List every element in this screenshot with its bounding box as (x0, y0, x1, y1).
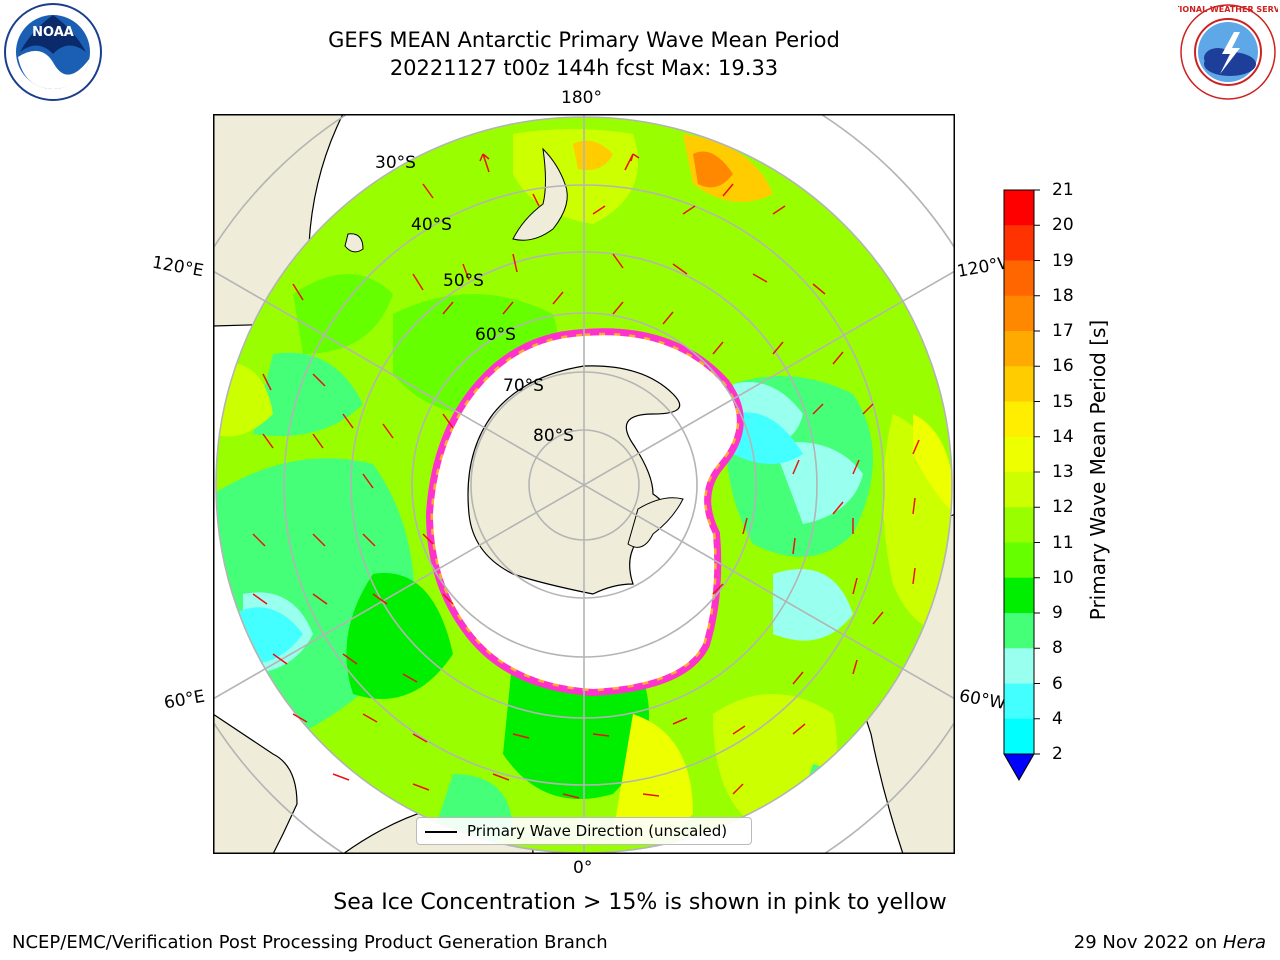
nws-logo-text: NATIONAL WEATHER SERVICE (1178, 5, 1278, 14)
lat-label-70s: 70°S (503, 376, 544, 396)
lat-label-80s: 80°S (533, 426, 574, 446)
lat-label-60s: 60°S (475, 325, 516, 345)
graticule (213, 114, 955, 854)
colorbar-tick-label: 8 (1052, 638, 1063, 659)
land-africa (213, 713, 298, 854)
colorbar-tick-label: 2 (1052, 744, 1063, 764)
colorbar-tick-label: 11 (1052, 532, 1074, 553)
land-tasmania (344, 233, 364, 253)
legend-entry: Primary Wave Direction (unscaled) (467, 822, 728, 840)
lat-label-40s: 40°S (411, 215, 452, 235)
colorbar-tick-label: 16 (1052, 356, 1074, 377)
nws-logo: NATIONAL WEATHER SERVICE (1178, 4, 1278, 100)
legend-line-swatch (425, 831, 457, 833)
chart-subtitle-forecast: 20221127 t00z 144h fcst Max: 19.33 (389, 56, 779, 80)
map-legend: Primary Wave Direction (unscaled) (416, 817, 752, 845)
colorbar (1003, 189, 1040, 782)
colorbar-band (1004, 683, 1034, 720)
polar-map: 30°S 40°S 50°S 60°S 70°S 80°S (213, 114, 955, 854)
colorbar-band (1004, 542, 1034, 579)
chart-title: GEFS MEAN Antarctic Primary Wave Mean Pe… (328, 28, 840, 52)
colorbar-tick-label: 20 (1052, 215, 1074, 236)
footer-machine: Hera (1222, 932, 1266, 953)
lon-label-180: 180° (561, 88, 602, 108)
land-new-zealand (512, 147, 568, 241)
colorbar-band (1004, 472, 1034, 508)
colorbar-band (1004, 718, 1034, 755)
colorbar-band (1004, 331, 1034, 367)
colorbar-band (1004, 225, 1034, 261)
colorbar-band (1004, 577, 1034, 614)
colorbar-tick-label: 12 (1052, 497, 1074, 518)
colorbar-tick-label: 19 (1052, 250, 1074, 271)
colorbar-tick-label: 9 (1052, 603, 1063, 623)
colorbar-tick-label: 14 (1052, 426, 1074, 447)
colorbar-tick-label: 21 (1052, 180, 1074, 200)
colorbar-band (1004, 507, 1034, 543)
colorbar-tick-label: 13 (1052, 462, 1074, 482)
sea-ice-note: Sea Ice Concentration > 15% is shown in … (333, 890, 947, 915)
colorbar-band (1004, 648, 1034, 684)
wave-period-field (216, 129, 952, 844)
colorbar-tick-label: 6 (1052, 673, 1063, 694)
lon-label-0: 0° (573, 858, 593, 878)
wave-direction-arrows (252, 153, 920, 799)
colorbar-label: Primary Wave Mean Period [s] (1086, 319, 1110, 621)
land-antarctic-peninsula (627, 497, 684, 548)
colorbar-tick-label: 15 (1052, 391, 1074, 412)
noaa-logo-text: NOAA (32, 25, 74, 40)
lat-label-50s: 50°S (443, 271, 484, 291)
footer-date: 29 Nov 2022 on Hera (1074, 932, 1266, 953)
colorbar-tick-label: 4 (1052, 708, 1063, 729)
colorbar-band (1004, 190, 1034, 226)
colorbar-extend-triangle (1003, 753, 1035, 782)
lat-label-30s: 30°S (375, 153, 416, 173)
colorbar-band (1004, 401, 1034, 438)
colorbar-band (1004, 436, 1034, 473)
colorbar-tick-label: 18 (1052, 285, 1074, 306)
footer-credit: NCEP/EMC/Verification Post Processing Pr… (12, 932, 608, 953)
colorbar-band (1004, 613, 1034, 649)
colorbar-band (1004, 366, 1034, 402)
colorbar-band (1004, 295, 1034, 332)
colorbar-tick-label: 10 (1052, 567, 1074, 588)
noaa-logo: NOAA (4, 3, 102, 101)
lon-label-60e: 60°E (162, 686, 207, 714)
lon-label-120e: 120°E (150, 252, 206, 282)
colorbar-tick-label: 17 (1052, 321, 1074, 341)
footer-date-text: 29 Nov 2022 on (1073, 932, 1223, 953)
colorbar-band (1004, 260, 1034, 297)
